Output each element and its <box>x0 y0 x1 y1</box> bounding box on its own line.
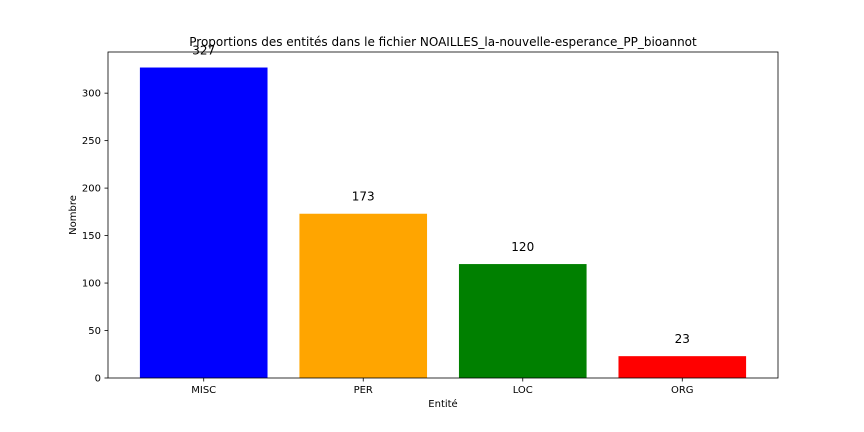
y-tick-label-250: 250 <box>82 136 101 147</box>
x-axis-label: Entité <box>428 398 457 410</box>
bar-per <box>299 213 428 378</box>
bars-group <box>139 67 747 379</box>
x-tick-label-loc: LOC <box>513 385 533 396</box>
y-tick-label-50: 50 <box>88 326 101 337</box>
y-tick-label-200: 200 <box>82 184 101 195</box>
data-label-loc: 120 <box>511 240 534 254</box>
x-tick-label-org: ORG <box>671 385 694 396</box>
plot-frame <box>107 51 779 379</box>
data-label-per: 173 <box>352 190 375 204</box>
y-tick-label-100: 100 <box>82 279 101 290</box>
x-axis: MISC PER LOC ORG <box>191 378 694 396</box>
chart-title: Proportions des entités dans le fichier … <box>189 35 697 49</box>
bar-org <box>618 356 747 378</box>
x-tick-label-per: PER <box>354 385 373 396</box>
data-label-org: 23 <box>675 332 690 346</box>
y-tick-label-150: 150 <box>82 231 101 242</box>
bar-misc <box>139 67 268 379</box>
y-axis-label: Nombre <box>68 195 79 235</box>
data-labels-group: 327 173 120 23 <box>192 44 690 347</box>
y-tick-label-0: 0 <box>95 374 101 385</box>
bar-loc <box>458 264 587 378</box>
data-label-misc: 327 <box>192 44 215 58</box>
x-tick-label-misc: MISC <box>191 385 216 396</box>
y-tick-label-300: 300 <box>82 89 101 100</box>
y-axis: 0 50 100 150 200 250 300 <box>82 89 108 385</box>
